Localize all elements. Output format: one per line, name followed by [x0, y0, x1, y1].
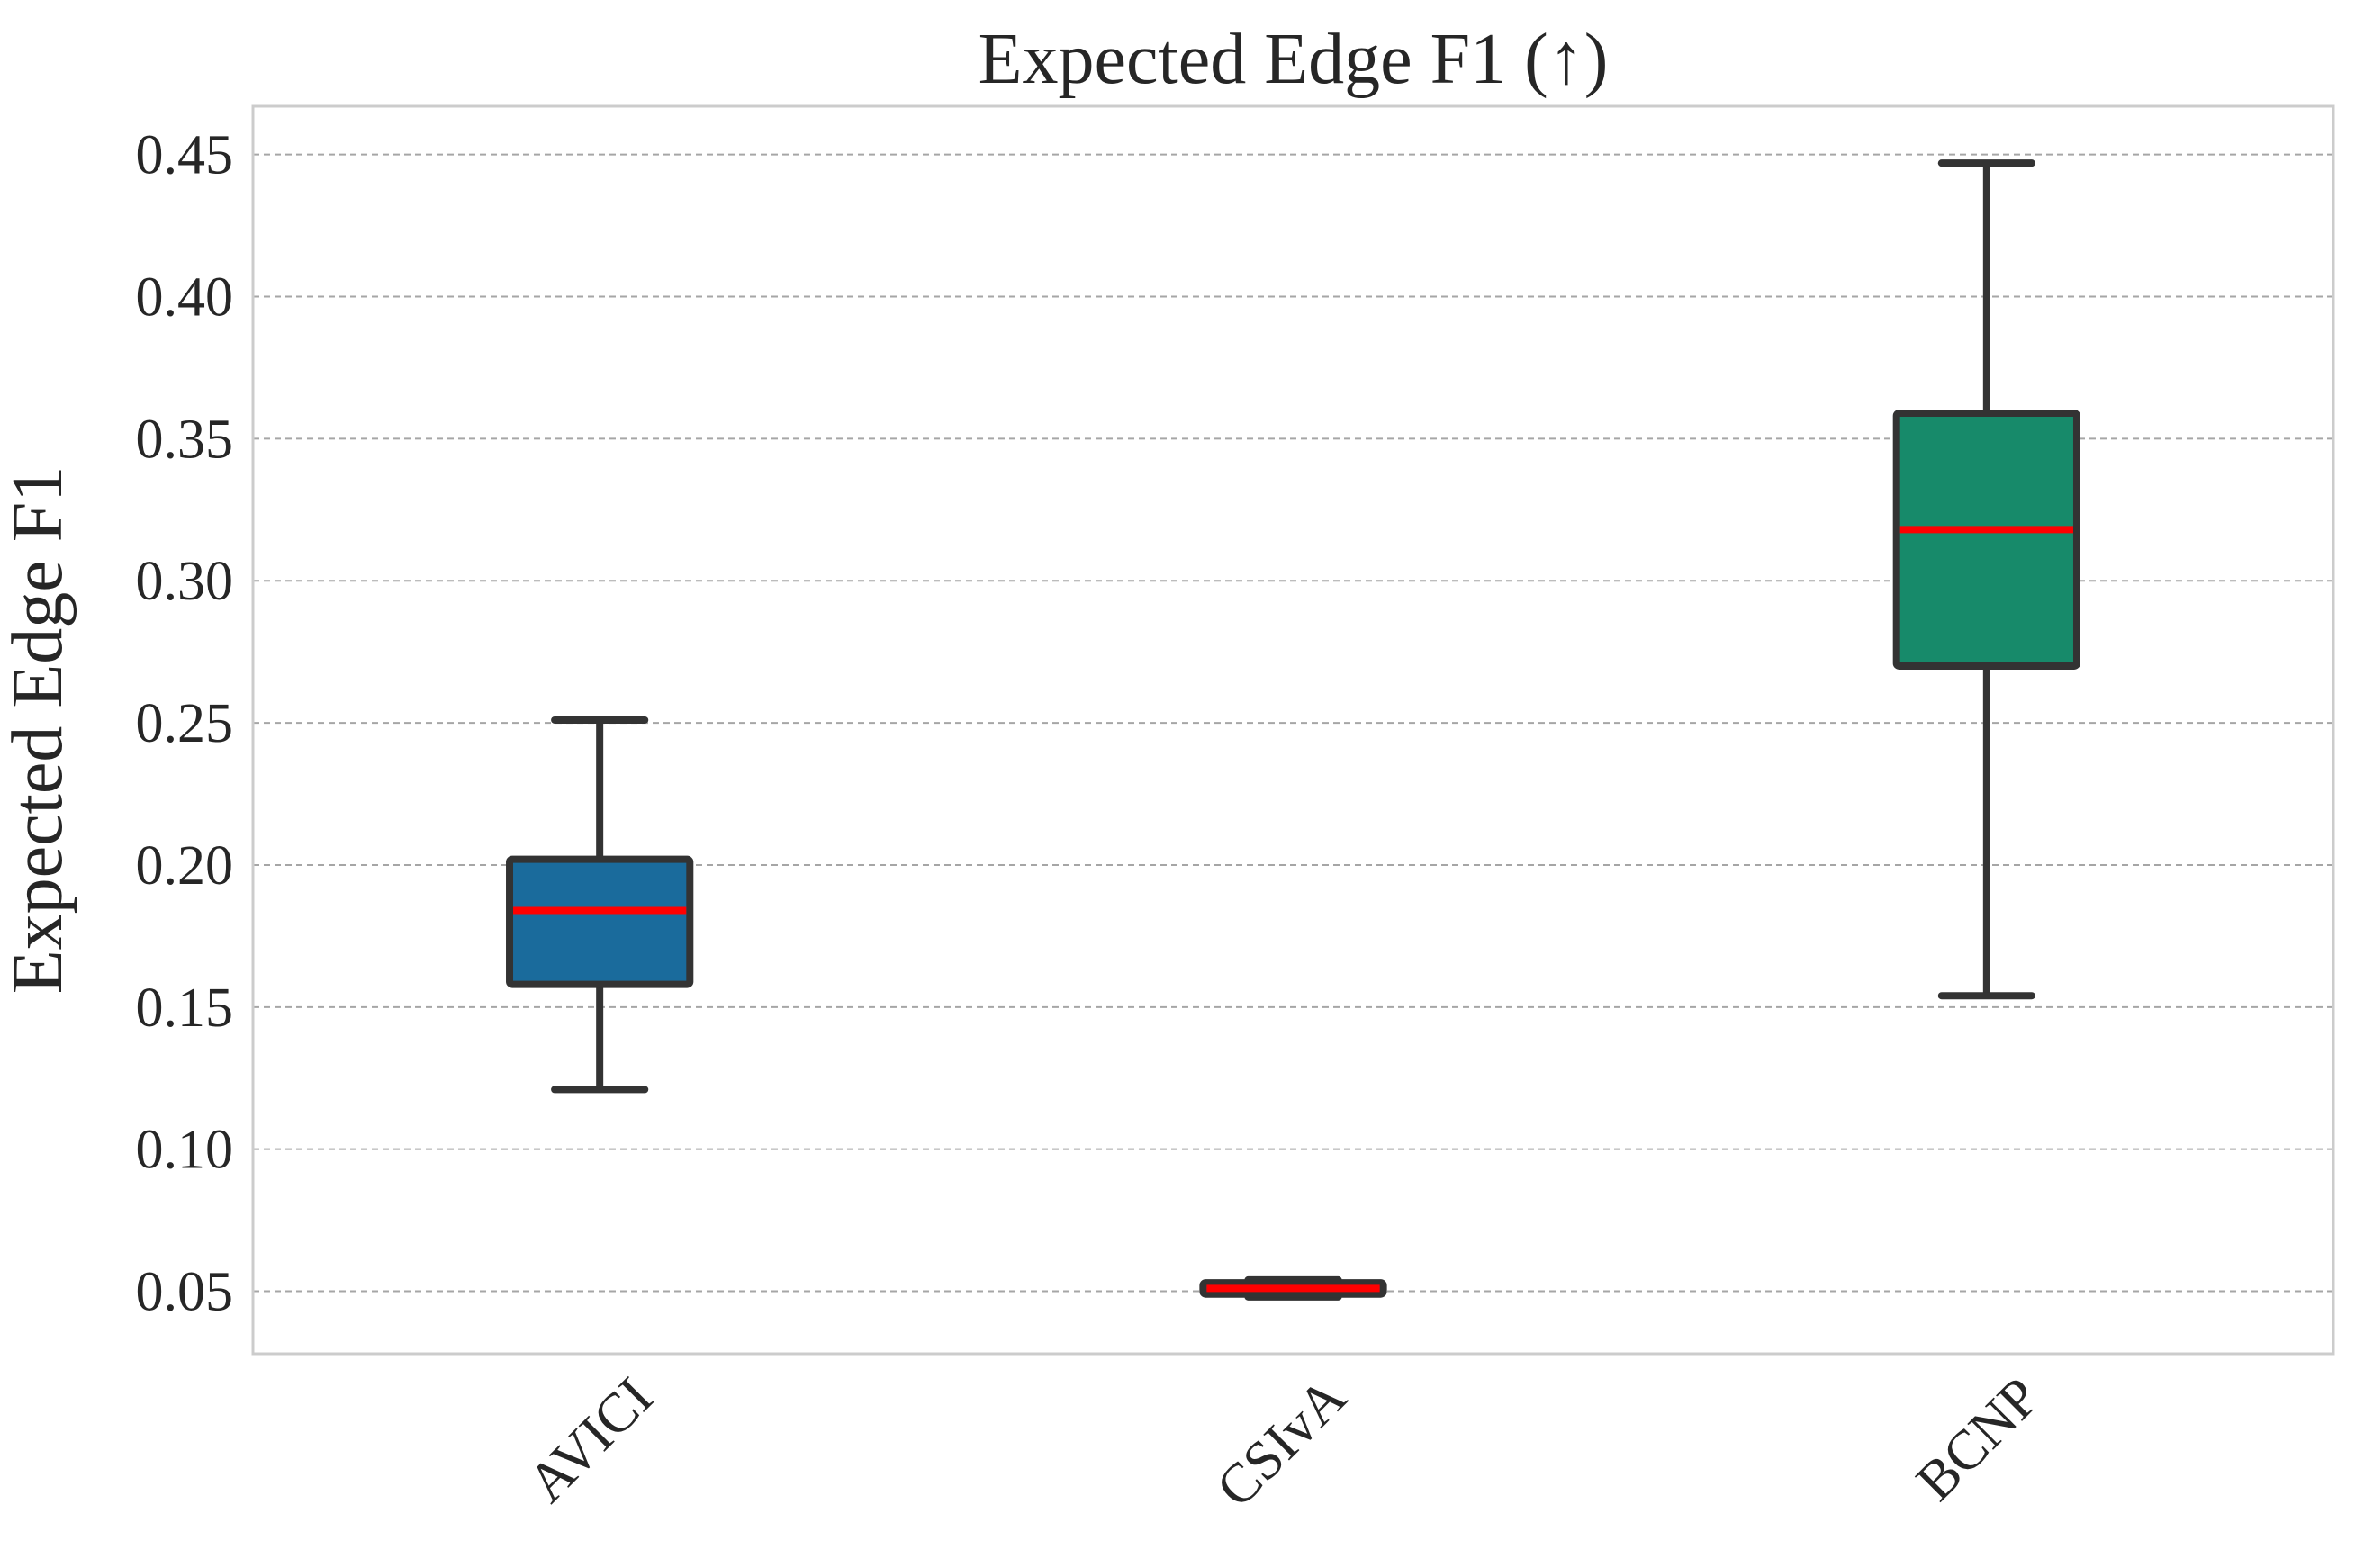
y-tick-label: 0.30: [136, 551, 234, 612]
y-axis-ticks: 0.05 0.10 0.15 0.20 0.25 0.30 0.35 0.40 0.45: [136, 125, 234, 1323]
y-tick-label: 0.20: [136, 835, 234, 897]
y-axis-label: Expected Edge F1: [0, 466, 77, 994]
box-layer: [506, 159, 2080, 1301]
box-csiva: [1199, 1275, 1387, 1301]
y-tick-label: 0.45: [136, 125, 234, 186]
y-tick-label: 0.35: [136, 409, 234, 470]
box-bcnp: [1892, 159, 2080, 1000]
y-tick-label: 0.05: [136, 1262, 234, 1323]
y-tick-label: 0.10: [136, 1120, 234, 1181]
y-tick-label: 0.15: [136, 978, 234, 1039]
y-tick-label: 0.25: [136, 693, 234, 754]
iqr-box: [1892, 409, 2080, 670]
chart-title: Expected Edge F1 (↑): [979, 20, 1609, 99]
plot-frame: [251, 104, 2335, 1356]
iqr-box: [506, 855, 694, 988]
y-tick-label: 0.40: [136, 267, 234, 329]
box-avici: [506, 716, 694, 1094]
